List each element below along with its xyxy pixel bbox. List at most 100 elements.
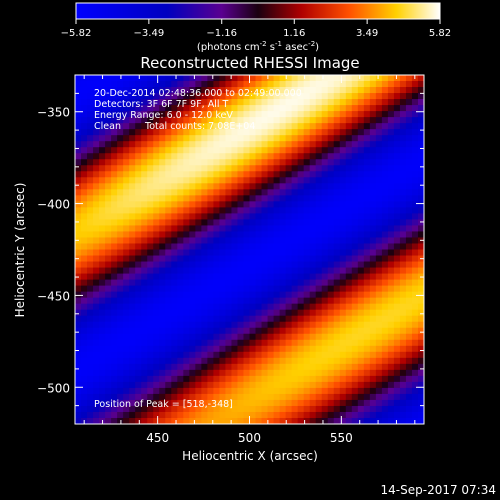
heatmap-cell <box>129 315 136 323</box>
heatmap-cell <box>273 405 281 413</box>
heatmap-cell <box>255 357 263 365</box>
heatmap-cell <box>393 261 401 269</box>
heatmap-cell <box>105 375 112 383</box>
heatmap-cell <box>381 219 389 227</box>
heatmap-cell <box>387 327 395 335</box>
heatmap-cell <box>219 111 227 118</box>
heatmap-cell <box>75 213 82 221</box>
heatmap-cell <box>99 399 106 407</box>
heatmap-cell <box>351 279 359 287</box>
heatmap-cell <box>315 267 323 275</box>
heatmap-cell <box>411 255 419 263</box>
heatmap-cell <box>171 375 178 383</box>
heatmap-cell <box>147 339 154 347</box>
heatmap-cell <box>357 165 365 172</box>
heatmap-cell <box>249 267 257 275</box>
heatmap-cell <box>303 255 311 263</box>
heatmap-cell <box>267 135 275 142</box>
heatmap-cell <box>375 201 383 208</box>
heatmap-cell <box>213 297 221 305</box>
heatmap-cell <box>153 369 160 377</box>
heatmap-cell <box>195 261 202 269</box>
heatmap-cell <box>321 321 329 329</box>
heatmap-cell <box>225 405 233 413</box>
heatmap-cell <box>177 147 184 154</box>
heatmap-cell <box>249 105 257 112</box>
heatmap-cell <box>363 333 371 341</box>
heatmap-cell <box>153 297 160 305</box>
heatmap-cell <box>267 285 275 293</box>
heatmap-cell <box>291 159 299 166</box>
heatmap-cell <box>309 297 317 305</box>
heatmap-cell <box>363 417 371 424</box>
heatmap-cell <box>387 267 395 275</box>
heatmap-cell <box>321 345 329 353</box>
heatmap-cell <box>123 99 130 106</box>
heatmap-cell <box>351 213 359 221</box>
heatmap-cell <box>321 213 329 221</box>
heatmap-cell <box>303 381 311 389</box>
heatmap-cell <box>93 357 100 365</box>
heatmap-cell <box>303 237 311 245</box>
heatmap-cell <box>75 75 82 82</box>
heatmap-cell <box>393 87 401 94</box>
heatmap-cell <box>417 351 424 359</box>
heatmap-cell <box>141 225 148 233</box>
heatmap-cell <box>279 249 287 257</box>
heatmap-cell <box>357 351 365 359</box>
heatmap-cell <box>357 345 365 353</box>
heatmap-cell <box>207 213 214 221</box>
heatmap-cell <box>201 87 208 94</box>
heatmap-cell <box>237 381 245 389</box>
heatmap-cell <box>129 135 136 142</box>
heatmap-cell <box>117 369 124 377</box>
heatmap-cell <box>381 129 389 136</box>
heatmap-cell <box>237 399 245 407</box>
heatmap-cell <box>345 81 353 88</box>
heatmap-cell <box>375 177 383 184</box>
heatmap-cell <box>357 171 365 178</box>
heatmap-cell <box>411 405 419 413</box>
heatmap-cell <box>75 207 82 214</box>
heatmap-cell <box>339 267 347 275</box>
heatmap-cell <box>309 237 317 245</box>
heatmap-cell <box>231 141 239 148</box>
heatmap-cell <box>117 237 124 245</box>
heatmap-cell <box>129 309 136 317</box>
heatmap-cell <box>111 267 118 275</box>
heatmap-cell <box>261 123 269 130</box>
heatmap-cell <box>255 291 263 299</box>
heatmap-cell <box>321 351 329 359</box>
heatmap-cell <box>249 129 257 136</box>
heatmap-cell <box>303 189 311 196</box>
heatmap-cell <box>225 411 233 419</box>
heatmap-cell <box>93 243 100 251</box>
heatmap-cell <box>87 213 94 221</box>
heatmap-cell <box>321 387 329 395</box>
heatmap-cell <box>177 231 184 239</box>
heatmap-cell <box>369 399 377 407</box>
heatmap-cell <box>195 279 202 287</box>
heatmap-cell <box>87 375 94 383</box>
heatmap-cell <box>411 375 419 383</box>
heatmap-cell <box>117 165 124 172</box>
heatmap-cell <box>147 105 154 112</box>
heatmap-cell <box>213 237 221 245</box>
heatmap-cell <box>105 405 112 413</box>
heatmap-cell <box>267 345 275 353</box>
heatmap-cell <box>189 219 196 227</box>
heatmap-cell <box>189 387 196 395</box>
heatmap-cell <box>225 99 233 106</box>
heatmap-cell <box>405 231 413 239</box>
heatmap-cell <box>255 345 263 353</box>
heatmap-cell <box>339 243 347 251</box>
heatmap-cell <box>249 333 257 341</box>
heatmap-cell <box>273 321 281 329</box>
heatmap-cell <box>291 279 299 287</box>
heatmap-cell <box>75 153 82 160</box>
heatmap-cell <box>297 165 305 172</box>
heatmap-cell <box>237 189 245 196</box>
heatmap-cell <box>117 171 124 178</box>
heatmap-cell <box>279 411 287 419</box>
heatmap-cell <box>237 141 245 148</box>
